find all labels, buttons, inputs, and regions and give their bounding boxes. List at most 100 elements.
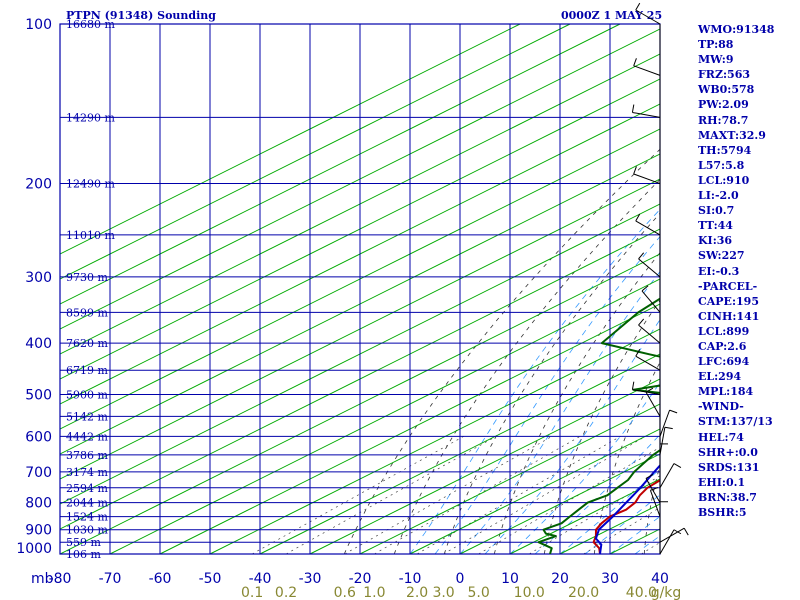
temperature-tick-label: -10 (399, 571, 422, 587)
height-label: 12490 m (66, 178, 115, 191)
index-hel: HEL:74 (698, 430, 744, 444)
index-lcl2: LCL:899 (698, 324, 750, 338)
wind-barb (649, 487, 661, 517)
pressure-tick-label: 1000 (16, 541, 52, 557)
mixing-ratio-label: 1.0 (363, 585, 385, 600)
pressure-tick-label: 100 (25, 17, 52, 33)
index-cape: CAPE:195 (698, 294, 759, 308)
wind-barb-flag (635, 2, 641, 11)
mixing-ratio-label: 10.0 (514, 585, 545, 600)
temperature-tick-label: -50 (199, 571, 222, 587)
wind-barb (638, 318, 661, 344)
pressure-tick-label: 800 (25, 496, 52, 512)
mixing-ratio-line (529, 475, 660, 554)
isotherm (60, 203, 660, 505)
index-lfc: LFC:694 (698, 355, 750, 369)
isotherm (60, 178, 660, 480)
pressure-tick-label: 200 (25, 177, 52, 193)
height-label: 8599 m (66, 306, 108, 319)
pressure-tick-label: 900 (25, 523, 52, 539)
wind-barb (659, 501, 668, 530)
wind-barb-staff (633, 65, 661, 76)
wind-barb (635, 2, 661, 25)
wind-barb (659, 529, 682, 555)
index-wb0: WB0:578 (698, 83, 755, 97)
wind-barb (659, 527, 689, 543)
index-ehi: EHI:0.1 (698, 475, 746, 489)
index-brn: BRN:38.7 (698, 490, 757, 504)
index-bshr: BSHR:5 (698, 506, 747, 519)
isotherm (60, 53, 660, 355)
isotherm (309, 378, 660, 554)
height-label: 6719 m (66, 364, 108, 377)
isotherm (60, 24, 621, 305)
height-label: 9730 m (66, 271, 108, 284)
index-el: EL:294 (698, 370, 742, 384)
wind-barb-staff (659, 463, 675, 489)
wind-barb-staff (635, 355, 661, 371)
wind-barb-staff (645, 478, 661, 503)
wind-barb (635, 349, 661, 371)
wind-barb-flag (635, 349, 641, 357)
height-label: 11010 m (66, 229, 115, 242)
index-lcl: LCL:910 (698, 173, 750, 187)
wind-barb (645, 387, 661, 417)
index-si: SI:0.7 (698, 204, 735, 218)
pressure-unit-label: mb (31, 571, 54, 587)
index-cinh: CINH:141 (698, 309, 760, 323)
height-label: 5142 m (66, 410, 108, 423)
index-stm: STM:137/13 (698, 415, 773, 429)
wind-barb-flag (638, 252, 645, 260)
wind-barb-flag (631, 104, 635, 113)
index-tt: TT:44 (698, 219, 733, 233)
wind-barb-flag (669, 409, 678, 414)
index-mw: MW:9 (698, 53, 734, 67)
isotherm (60, 78, 660, 380)
isotherm (60, 28, 660, 330)
isotherm-lines (60, 24, 660, 554)
height-label: 5900 m (66, 388, 108, 401)
index-ki: KI:36 (698, 234, 733, 248)
wind-barb-flag (633, 166, 637, 175)
wind-barb-flag (645, 387, 654, 393)
isotherm (159, 303, 660, 554)
mixing-ratio-label: 3.0 (432, 585, 454, 600)
pressure-tick-label: 600 (25, 429, 52, 445)
wind-barb (641, 285, 661, 313)
wind-barb-flag (641, 285, 649, 292)
wind-barb (659, 443, 668, 472)
index-maxt: MAXT:32.9 (698, 128, 766, 142)
index-li: LI:-2.0 (698, 189, 739, 203)
height-label: 2044 m (66, 497, 108, 510)
height-label: 14290 m (66, 111, 115, 124)
height-label: 16680 m (66, 18, 115, 31)
wind-barb-flag (650, 487, 659, 491)
mixing-ratio-label: 0.1 (241, 585, 263, 600)
temperature-tick-label: -30 (299, 571, 322, 587)
wind-barb-staff (645, 391, 661, 417)
height-label: 559 m (66, 536, 101, 549)
index-sw: SW:227 (698, 249, 745, 263)
temperature-tick-label: -60 (149, 571, 172, 587)
isotherm (409, 428, 660, 554)
wind-barb (635, 213, 661, 236)
isotherm (60, 228, 660, 530)
moist-adiabat (484, 318, 660, 554)
pressure-tick-label: 500 (25, 387, 52, 403)
moist-adiabat (509, 381, 660, 554)
height-label: 7620 m (66, 337, 108, 350)
isotherm (259, 353, 660, 554)
isotherm (60, 24, 521, 255)
pressure-tick-label: 300 (25, 270, 52, 286)
wind-barb-staff (632, 389, 661, 395)
isotherm (60, 24, 571, 280)
temperature-tick-label: -20 (349, 571, 372, 587)
index-pw: PW:2.09 (698, 98, 749, 112)
mixing-ratio-unit-label: g/kg (651, 585, 682, 600)
height-label: 4442 m (66, 430, 108, 443)
wind-barb-flag (638, 318, 645, 326)
isotherm (60, 103, 660, 405)
index-th: TH:5794 (698, 143, 752, 157)
